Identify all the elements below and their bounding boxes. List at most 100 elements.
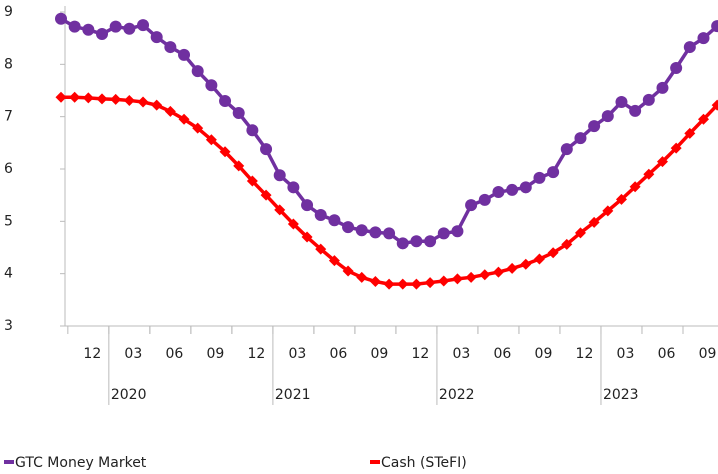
marker [520,258,532,270]
marker [178,113,190,125]
marker [629,181,641,193]
marker [205,79,218,92]
marker [451,273,463,285]
x-tick-label: 12 [412,346,430,362]
marker [369,276,381,288]
group-label: 2020 [111,387,147,403]
y-tick-label: 3 [4,318,13,334]
legend-label: GTC Money Market [15,455,147,471]
marker [478,193,491,206]
marker [287,181,300,194]
x-tick-label: 09 [535,346,553,362]
marker [574,132,587,145]
marker [328,214,341,227]
y-tick-label: 5 [4,213,13,229]
marker [314,209,327,222]
x-tick-label: 06 [658,346,676,362]
x-tick-label: 03 [617,346,635,362]
marker [602,205,614,217]
marker [151,99,163,111]
y-tick-label: 7 [4,109,13,125]
marker [342,221,355,234]
marker [711,20,718,33]
marker [547,247,559,259]
marker [383,227,396,240]
group-label: 2021 [275,387,311,403]
marker [164,105,176,117]
y-tick-label: 9 [4,4,13,20]
marker [656,156,668,168]
marker [274,204,286,216]
y-tick-label: 6 [4,161,13,177]
marker [109,20,122,33]
x-tick-label: 03 [288,346,306,362]
marker [191,65,204,78]
marker [410,278,422,290]
group-label: 2022 [439,387,475,403]
marker [397,278,409,290]
marker [683,41,696,54]
marker [232,107,245,120]
y-tick-label: 4 [4,266,13,282]
marker [438,275,450,287]
x-tick-label: 12 [83,346,101,362]
marker [205,134,217,146]
marker [355,224,368,237]
x-tick-label: 12 [576,346,594,362]
marker [601,110,614,123]
legend-swatch [4,460,14,464]
marker [684,127,696,139]
marker [588,216,600,228]
series-line [61,95,718,286]
marker [656,81,669,94]
marker [178,48,191,61]
marker [492,266,504,278]
marker [273,169,286,182]
marker [424,277,436,289]
x-tick-label: 03 [453,346,471,362]
marker [246,175,258,187]
marker [643,168,655,180]
marker [383,278,395,290]
marker [451,225,464,238]
marker [55,91,67,103]
marker [110,93,122,105]
marker [150,31,163,44]
marker [192,122,204,134]
x-tick-label: 06 [329,346,347,362]
marker [301,199,314,212]
marker [574,227,586,239]
marker [369,226,382,239]
marker [233,160,245,172]
marker [697,32,710,45]
marker [55,12,67,25]
marker [342,265,354,277]
marker [328,255,340,267]
marker [437,227,450,240]
marker [533,171,546,184]
marker [96,93,108,105]
marker [479,269,491,281]
marker [219,94,232,107]
marker [246,124,259,137]
marker [670,61,683,74]
marker [68,20,81,33]
marker [137,96,149,108]
marker [711,99,718,111]
marker [465,199,478,212]
marker [642,93,655,106]
marker [547,166,560,179]
marker [315,243,327,255]
marker [506,262,518,274]
marker [96,27,109,40]
legend-label: Cash (STeFI) [381,455,467,471]
marker [615,193,627,205]
marker [260,143,273,156]
x-tick-label: 03 [124,346,142,362]
marker [424,235,437,248]
x-tick-label: 06 [494,346,512,362]
marker [519,181,532,194]
marker [588,120,601,133]
x-tick-label: 09 [370,346,388,362]
marker [287,218,299,230]
